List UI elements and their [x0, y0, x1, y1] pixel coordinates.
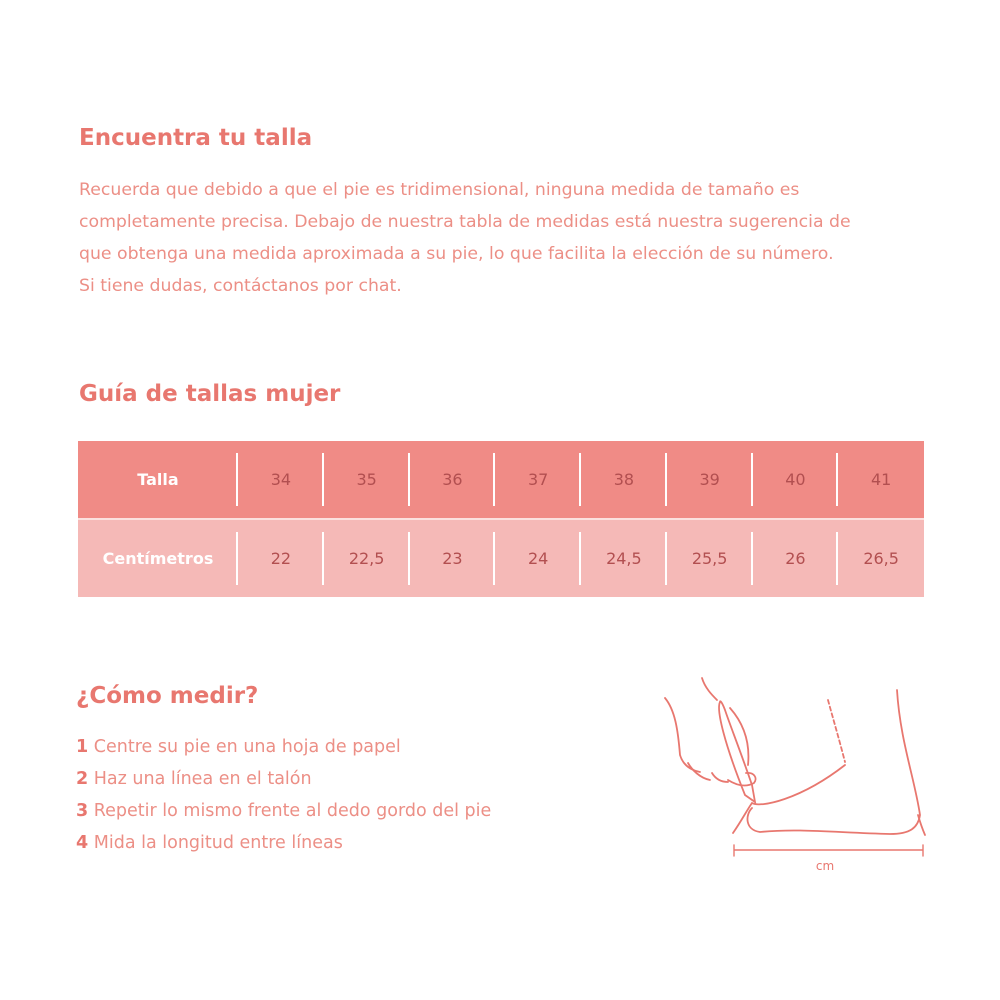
step-item: 3 Repetir lo mismo frente al dedo gordo …	[76, 795, 491, 827]
step-text: Mida la longitud entre líneas	[93, 833, 343, 853]
step-item: 1 Centre su pie en una hoja de papel	[76, 731, 491, 763]
guide-title: Guía de tallas mujer	[79, 381, 341, 407]
intro-line: que obtenga una medida aproximada a su p…	[79, 244, 834, 264]
intro-text: Recuerda que debido a que el pie es trid…	[79, 174, 939, 302]
intro-title: Encuentra tu talla	[79, 125, 313, 151]
intro-line: completamente precisa. Debajo de nuestra…	[79, 212, 851, 232]
table-cell: 26,5	[838, 518, 924, 597]
intro-line: Si tiene dudas, contáctanos por chat.	[79, 276, 402, 296]
table-row-talla: Talla 34 35 36 37 38 39 40 41	[78, 441, 924, 519]
intro-line: Recuerda que debido a que el pie es trid…	[79, 180, 800, 200]
table-row-centimetros: Centímetros 22 22,5 23 24 24,5 25,5 26 2…	[78, 518, 924, 597]
table-cell: 22,5	[323, 518, 410, 597]
table-cell: 26	[752, 518, 839, 597]
step-item: 2 Haz una línea en el talón	[76, 763, 491, 795]
table-cell: 37	[495, 441, 581, 519]
size-table: Talla 34 35 36 37 38 39 40 41 Centímetro…	[78, 441, 924, 597]
measure-steps: 1 Centre su pie en una hoja de papel 2 H…	[76, 731, 491, 859]
step-item: 4 Mida la longitud entre líneas	[76, 827, 491, 859]
table-cell: 23	[409, 518, 496, 597]
step-number: 4	[76, 833, 89, 853]
step-text: Haz una línea en el talón	[93, 769, 312, 789]
step-text: Repetir lo mismo frente al dedo gordo de…	[93, 801, 492, 821]
table-cell: 36	[409, 441, 496, 519]
row-label: Centímetros	[78, 518, 238, 597]
row-label: Talla	[78, 441, 238, 519]
measure-title: ¿Cómo medir?	[76, 683, 259, 709]
table-cell: 24,5	[581, 518, 667, 597]
table-cell: 22	[238, 518, 324, 597]
foot-measure-illustration: cm	[664, 677, 926, 873]
step-number: 1	[76, 737, 89, 757]
table-cell: 38	[581, 441, 667, 519]
table-cell: 34	[238, 441, 324, 519]
table-cell: 25,5	[666, 518, 753, 597]
foot-hand-drawing	[664, 677, 926, 857]
table-cell: 24	[495, 518, 581, 597]
table-cell: 35	[323, 441, 410, 519]
table-cell: 41	[838, 441, 924, 519]
step-text: Centre su pie en una hoja de papel	[93, 737, 401, 757]
cm-label: cm	[816, 859, 834, 873]
step-number: 3	[76, 801, 89, 821]
table-cell: 40	[752, 441, 839, 519]
step-number: 2	[76, 769, 89, 789]
table-cell: 39	[666, 441, 753, 519]
